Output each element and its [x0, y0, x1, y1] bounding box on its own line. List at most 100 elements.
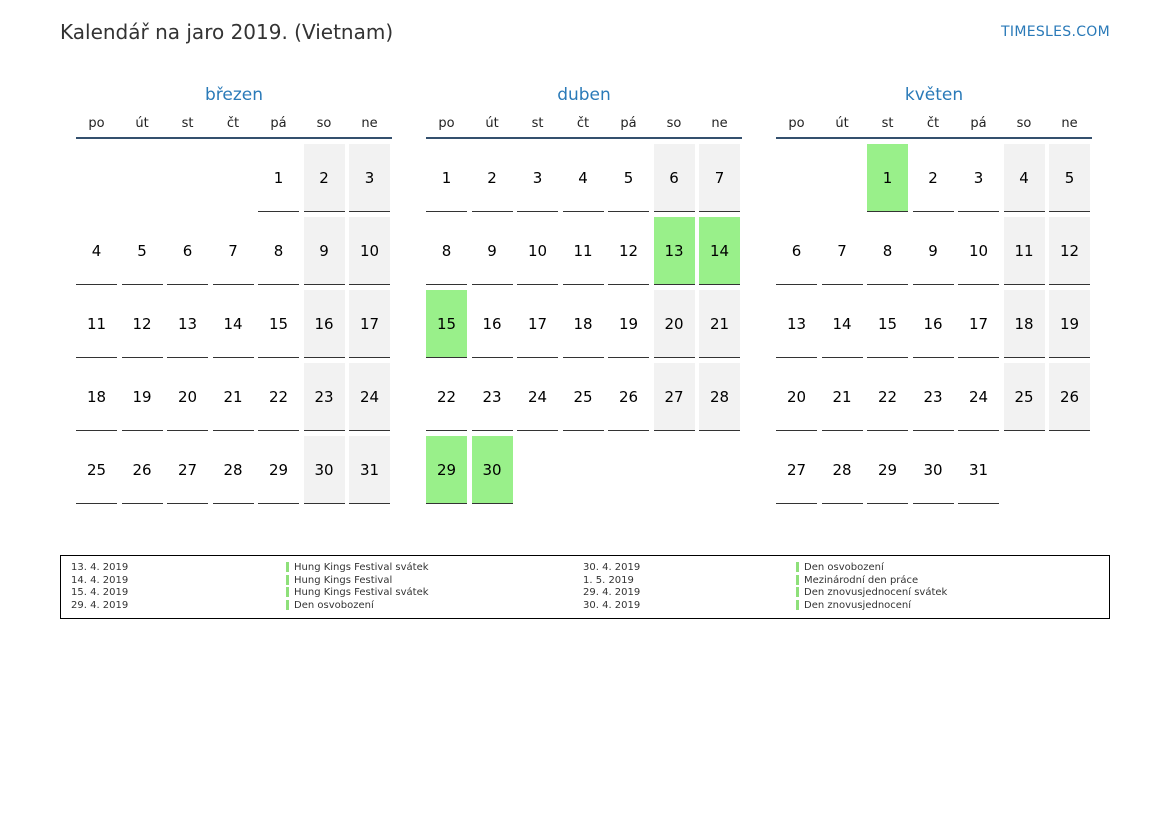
weekday-label: ne — [711, 116, 728, 131]
day-cell: 15 — [867, 290, 908, 358]
day-cell: 4 — [562, 144, 604, 212]
weekday-label: so — [1016, 116, 1032, 131]
day-cell: 17 — [349, 290, 390, 358]
day-cell: 21 — [821, 363, 863, 431]
holiday-marker-icon — [796, 599, 799, 610]
empty-cell — [563, 436, 604, 504]
day-cell: 2 — [471, 144, 513, 212]
legend-dates-right: 30. 4. 2019 1. 5. 2019 29. 4. 2019 30. 4. 2… — [583, 556, 796, 618]
day-cell: 18 — [1003, 290, 1045, 358]
holiday-marker-icon — [796, 587, 799, 597]
day-cell: 6 — [776, 217, 817, 285]
legend-date: 15. 4. 2019 — [71, 587, 129, 598]
weekday-label: čt — [926, 116, 940, 131]
holiday-marker-icon — [286, 587, 289, 597]
empty-cell — [776, 144, 817, 212]
day-cell: 31 — [349, 436, 390, 504]
page-title: Kalendář na jaro 2019. (Vietnam) — [60, 20, 394, 44]
day-cell: 25 — [562, 363, 604, 431]
day-cell: 20 — [776, 363, 817, 431]
month-may: květen po út st čt pá so ne 1 2 3 4 5 6 7 8 9 10 11 12 13 1… — [776, 82, 1092, 504]
day-cell: 2 — [912, 144, 954, 212]
holiday-marker-icon — [796, 562, 799, 572]
day-cell: 22 — [867, 363, 908, 431]
month-name: květen — [904, 85, 964, 105]
day-cell: 10 — [349, 217, 390, 285]
legend-holiday-name: Hung Kings Festival — [286, 574, 583, 588]
day-cell: 12 — [121, 290, 163, 358]
legend-date: 13. 4. 2019 — [71, 562, 129, 573]
day-cell: 29 — [258, 436, 299, 504]
day-cell: 20 — [653, 290, 695, 358]
day-cell: 1 — [426, 144, 467, 212]
legend-holiday-name: Den znovusjednocení svátek — [796, 587, 1096, 600]
day-cell: 18 — [562, 290, 604, 358]
empty-cell — [699, 436, 740, 504]
day-cell-holiday: 29 — [426, 436, 467, 504]
month-name: duben — [557, 85, 611, 105]
day-cell: 8 — [258, 217, 299, 285]
day-cell: 28 — [212, 436, 254, 504]
day-cell: 9 — [471, 217, 513, 285]
site-link[interactable]: TIMESLES.COM — [1001, 24, 1110, 40]
day-cell: 26 — [121, 436, 163, 504]
day-cell-holiday: 15 — [426, 290, 467, 358]
day-cell: 24 — [349, 363, 390, 431]
day-cell: 27 — [653, 363, 695, 431]
day-cell: 26 — [608, 363, 649, 431]
day-cell: 25 — [1003, 363, 1045, 431]
day-cell: 25 — [76, 436, 117, 504]
day-cell: 16 — [471, 290, 513, 358]
legend-date: 29. 4. 2019 — [583, 587, 641, 598]
holiday-marker-icon — [796, 574, 799, 585]
day-cell: 14 — [821, 290, 863, 358]
day-cell: 12 — [608, 217, 649, 285]
legend-date: 1. 5. 2019 — [583, 574, 634, 586]
day-cell: 19 — [121, 363, 163, 431]
weekday-label: st — [531, 116, 544, 131]
legend-date: 30. 4. 2019 — [583, 562, 641, 573]
empty-cell — [1004, 436, 1045, 504]
weekday-label: út — [485, 116, 499, 131]
day-cell: 7 — [821, 217, 863, 285]
day-cell: 6 — [167, 217, 208, 285]
legend-holiday-name: Hung Kings Festival svátek — [286, 587, 583, 600]
weekday-header: po út st čt pá so ne — [426, 116, 742, 139]
weekday-label: st — [181, 116, 194, 131]
weekday-label: út — [835, 116, 849, 131]
weekday-label: čt — [576, 116, 590, 131]
legend-names-left: Hung Kings Festival svátek Hung Kings Fes… — [286, 556, 583, 618]
day-cell-holiday: 30 — [471, 436, 513, 504]
holiday-marker-icon — [286, 574, 289, 585]
empty-cell — [167, 144, 208, 212]
holiday-legend: 13. 4. 2019 14. 4. 2019 15. 4. 2019 29. 4. … — [60, 555, 1110, 619]
day-cell: 27 — [167, 436, 208, 504]
day-cell: 27 — [776, 436, 817, 504]
day-cell: 4 — [76, 217, 117, 285]
day-cell: 3 — [958, 144, 999, 212]
empty-cell — [654, 436, 695, 504]
month-name: březen — [204, 85, 264, 105]
legend-date: 14. 4. 2019 — [71, 574, 129, 586]
day-cell: 26 — [1049, 363, 1090, 431]
weekday-label: po — [88, 116, 105, 131]
day-grid: 1 2 3 4 5 6 7 8 9 10 11 12 13 14 15 16 17 18 19 20 21 22 23 24 2… — [76, 144, 392, 504]
month-march: březen po út st čt pá so ne 1 2 3 4 5 6 7 8 9 10 11 12 13 1… — [76, 82, 392, 504]
day-cell: 31 — [958, 436, 999, 504]
day-cell: 30 — [912, 436, 954, 504]
day-cell: 30 — [303, 436, 345, 504]
day-cell: 22 — [426, 363, 467, 431]
empty-cell — [1049, 436, 1090, 504]
day-cell: 23 — [912, 363, 954, 431]
day-cell: 6 — [653, 144, 695, 212]
day-cell: 16 — [303, 290, 345, 358]
weekday-label: so — [666, 116, 682, 131]
day-cell: 17 — [958, 290, 999, 358]
day-cell-holiday: 1 — [867, 144, 908, 212]
day-cell: 8 — [867, 217, 908, 285]
day-cell: 10 — [517, 217, 558, 285]
holiday-marker-icon — [286, 562, 289, 572]
day-cell: 16 — [912, 290, 954, 358]
day-cell: 28 — [699, 363, 740, 431]
day-cell-holiday: 13 — [653, 217, 695, 285]
